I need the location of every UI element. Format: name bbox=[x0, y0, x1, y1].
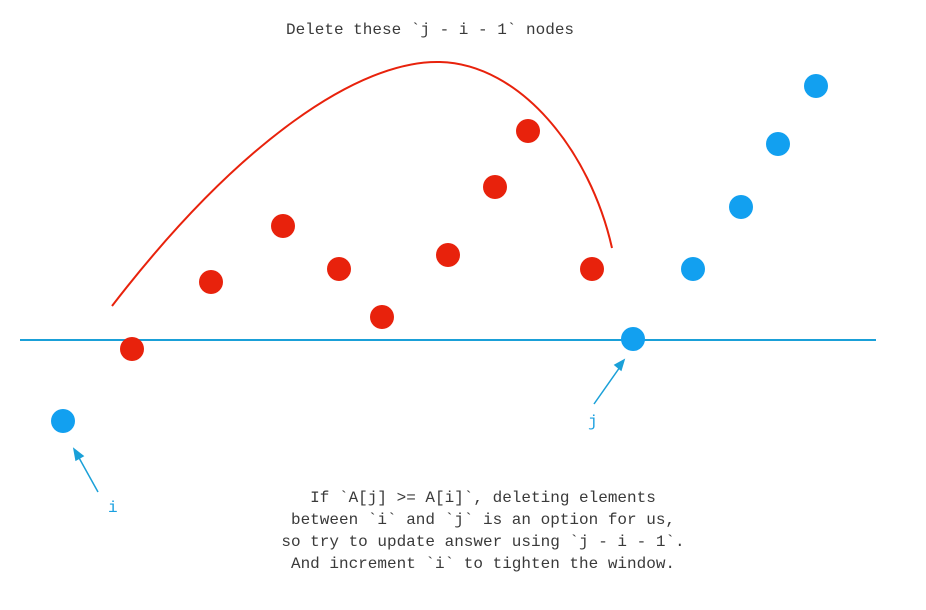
kept-node bbox=[729, 195, 753, 219]
delete-nodes-note: Delete these `j - i - 1` nodes bbox=[285, 21, 575, 39]
deleted-node bbox=[327, 257, 351, 281]
deleted-node bbox=[483, 175, 507, 199]
pointer-label-i: i bbox=[108, 499, 118, 517]
deleted-node bbox=[436, 243, 460, 267]
kept-node bbox=[681, 257, 705, 281]
explanation-note: If `A[j] >= A[i]`, deleting elements bet… bbox=[0, 487, 926, 575]
deleted-node bbox=[199, 270, 223, 294]
pointer-label-j: j bbox=[588, 413, 598, 431]
pointer-arrow-i bbox=[72, 447, 99, 493]
explanation-line: If `A[j] >= A[i]`, deleting elements bbox=[310, 489, 656, 507]
explanation-line: so try to update answer using `j - i - 1… bbox=[281, 533, 685, 551]
kept-node bbox=[766, 132, 790, 156]
deleted-node bbox=[370, 305, 394, 329]
deleted-node bbox=[516, 119, 540, 143]
kept-node bbox=[804, 74, 828, 98]
explanation-line: between `i` and `j` is an option for us, bbox=[290, 511, 676, 529]
node-j bbox=[621, 327, 645, 351]
deleted-node bbox=[271, 214, 295, 238]
deleted-node bbox=[580, 257, 604, 281]
deleted-node bbox=[120, 337, 144, 361]
pointer-arrow-j bbox=[593, 358, 626, 405]
explanation-line: And increment `i` to tighten the window. bbox=[290, 555, 676, 573]
node-i bbox=[51, 409, 75, 433]
deletion-arc bbox=[111, 60, 613, 307]
